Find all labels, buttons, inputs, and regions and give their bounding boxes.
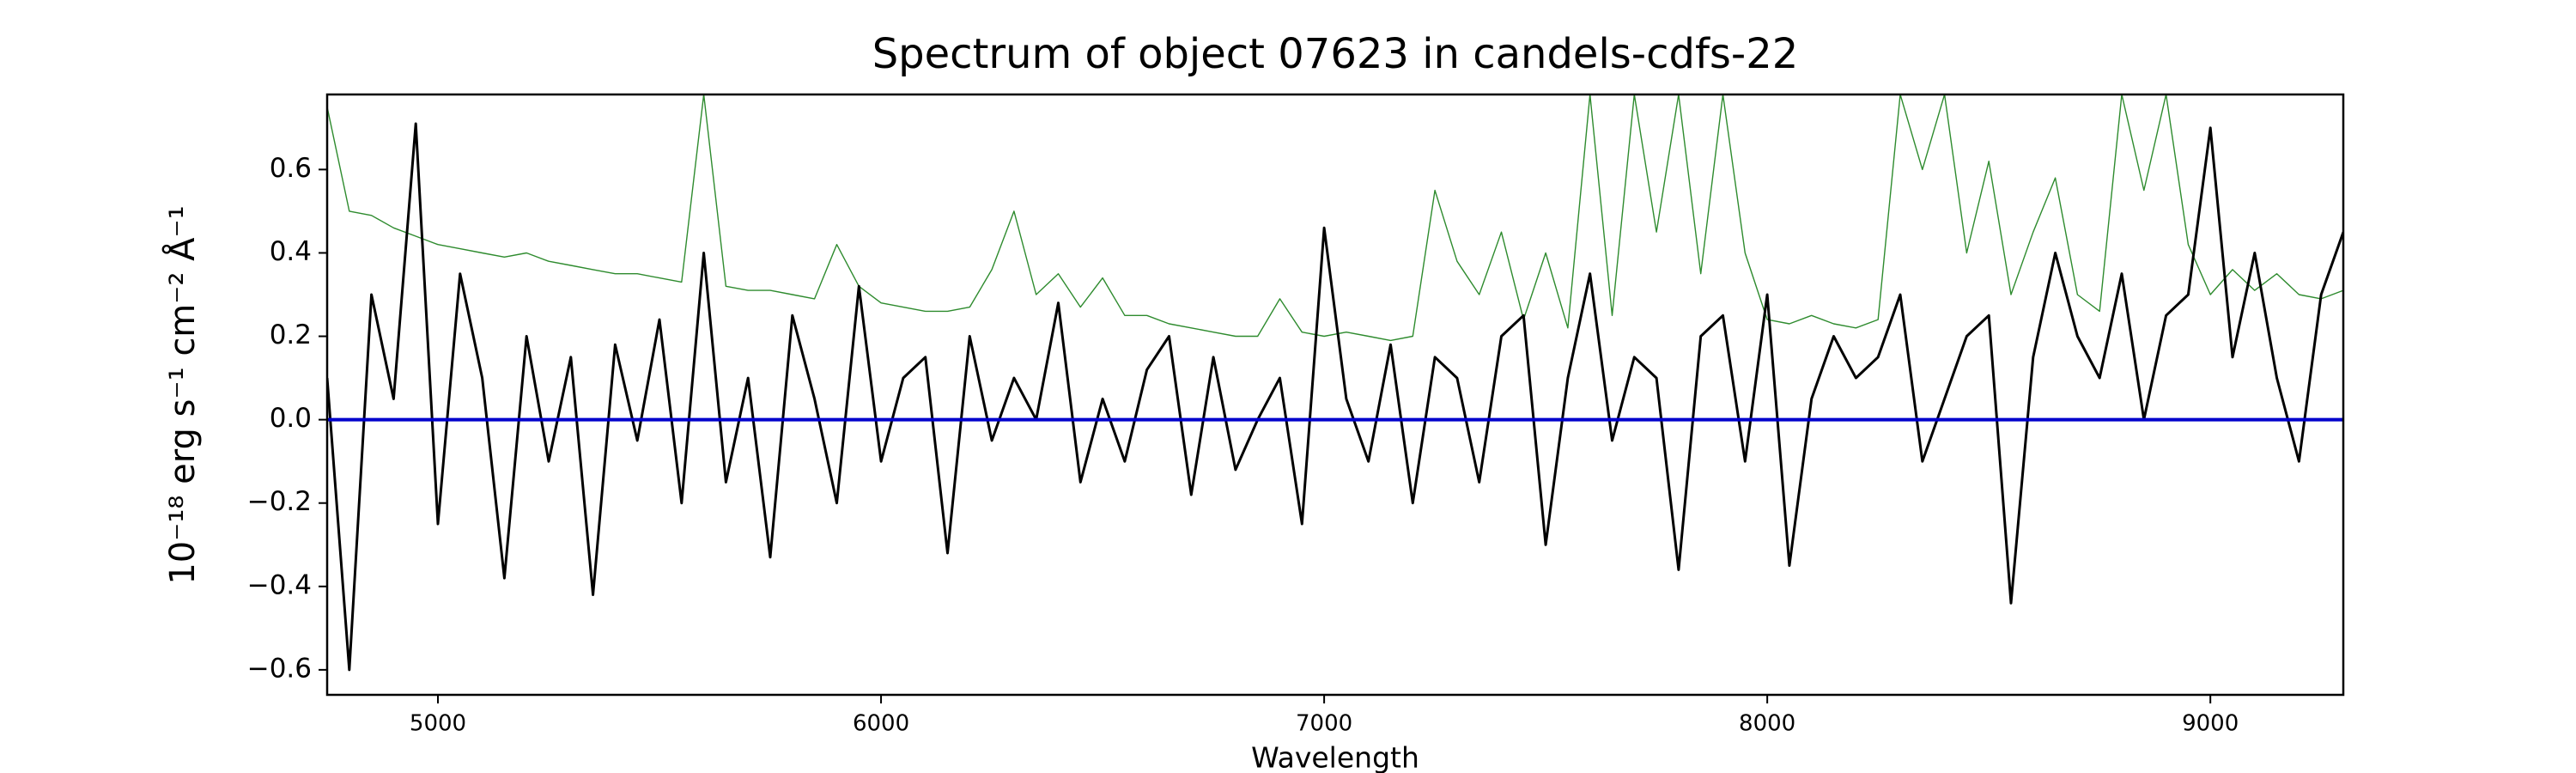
y-tick-label: 0.2: [270, 320, 312, 350]
y-tick-label: 0.6: [270, 153, 312, 184]
y-tick-label: −0.2: [247, 486, 312, 517]
plot-area: [327, 94, 2343, 672]
y-tick-label: −0.4: [247, 569, 312, 600]
x-tick-label: 5000: [410, 711, 466, 737]
x-tick-label: 9000: [2182, 711, 2239, 737]
y-tick-label: 0.4: [270, 236, 312, 267]
y-tick-label: 0.0: [270, 403, 312, 434]
x-axis-label: Wavelength: [1251, 741, 1419, 773]
x-tick-label: 7000: [1296, 711, 1352, 737]
x-tick-label: 8000: [1739, 711, 1795, 737]
series-line: [327, 94, 2343, 342]
chart-title: Spectrum of object 07623 in candels-cdfs…: [872, 30, 1799, 78]
y-axis-label: 10⁻¹⁸ erg s⁻¹ cm⁻² Å⁻¹: [161, 205, 203, 584]
y-tick-label: −0.6: [247, 653, 312, 684]
x-tick-label: 6000: [853, 711, 909, 737]
series-line: [327, 122, 2343, 672]
plot-frame: [325, 93, 2345, 697]
